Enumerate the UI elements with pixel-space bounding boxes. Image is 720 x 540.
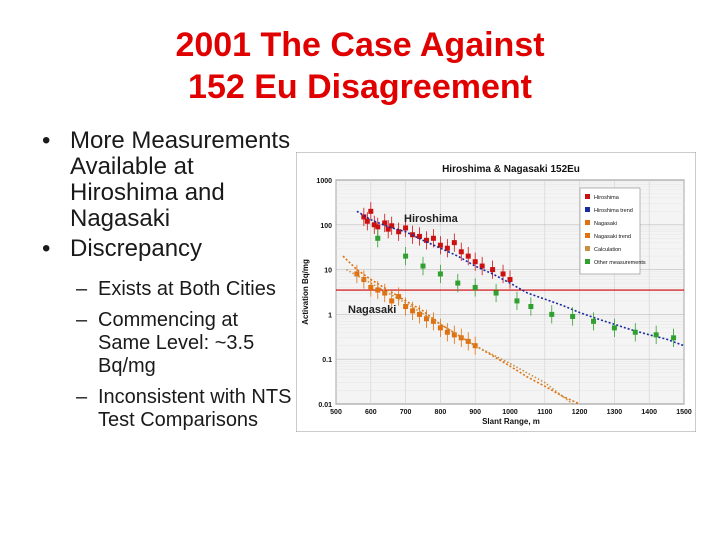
x-tick-label: 800 bbox=[435, 409, 447, 416]
y-axis-label: Activation Bq/mg bbox=[301, 259, 310, 325]
x-axis-label: Slant Range, m bbox=[482, 417, 540, 426]
legend-label: Nagasaki bbox=[594, 221, 617, 227]
legend-swatch bbox=[585, 194, 590, 199]
x-tick-label: 1500 bbox=[676, 409, 692, 416]
sub-bullet-text: Commencing at Same Level: ~3.5 Bq/mg bbox=[98, 309, 255, 377]
x-tick-label: 1300 bbox=[607, 409, 623, 416]
sub-bullet-text: Inconsistent with NTS Test Comparisons bbox=[98, 386, 292, 431]
legend-swatch bbox=[585, 207, 590, 212]
annotation-hiroshima: Hiroshima bbox=[404, 213, 459, 225]
title-line-1: 2001 The Case Against bbox=[175, 26, 545, 64]
bullet-text: Discrepancy bbox=[70, 235, 203, 262]
y-tick-label: 0.01 bbox=[318, 402, 332, 409]
x-tick-label: 700 bbox=[400, 409, 412, 416]
sub-bullet-list: – Exists at Both Cities – Commencing at … bbox=[18, 278, 293, 432]
x-tick-label: 1100 bbox=[537, 409, 552, 416]
legend-swatch bbox=[585, 220, 590, 225]
legend-label: Nagasaki trend bbox=[594, 234, 631, 240]
bullet-dot: • bbox=[42, 127, 51, 154]
series-line bbox=[346, 268, 574, 405]
x-tick-label: 1200 bbox=[572, 409, 588, 416]
bullet-list: • More Measurements Available at Hiroshi… bbox=[18, 128, 293, 432]
sub-bullet-item: – Exists at Both Cities bbox=[18, 278, 293, 301]
x-tick-label: 1400 bbox=[641, 409, 657, 416]
legend-swatch bbox=[585, 233, 590, 238]
legend-swatch bbox=[585, 246, 590, 251]
legend-swatch bbox=[585, 259, 590, 264]
sub-bullet-text: Exists at Both Cities bbox=[98, 278, 276, 300]
sub-bullet-item: – Commencing at Same Level: ~3.5 Bq/mg bbox=[18, 309, 293, 378]
y-tick-label: 1 bbox=[328, 312, 332, 319]
sub-bullet-item: – Inconsistent with NTS Test Comparisons bbox=[18, 386, 293, 432]
y-tick-label: 100 bbox=[320, 223, 332, 230]
y-tick-label: 1000 bbox=[316, 178, 332, 185]
sub-bullet-dash: – bbox=[76, 278, 88, 300]
bullet-dot: • bbox=[42, 235, 51, 262]
sub-bullet-dash: – bbox=[76, 309, 88, 331]
slide-title: 2001 The Case Against 152 Eu Disagreemen… bbox=[0, 24, 720, 108]
annotation-nagasaki: Nagasaki bbox=[348, 304, 396, 316]
bullet-item: • Discrepancy bbox=[18, 236, 293, 262]
x-tick-label: 1000 bbox=[502, 409, 518, 416]
x-tick-label: 900 bbox=[469, 409, 481, 416]
title-line-2: 152 Eu Disagreement bbox=[188, 68, 532, 106]
chart: Hiroshima & Nagasaki 152Eu Slant Range, … bbox=[296, 152, 696, 432]
y-tick-label: 10 bbox=[324, 268, 332, 275]
legend-label: Hiroshima bbox=[594, 195, 620, 201]
sub-bullet-dash: – bbox=[76, 386, 88, 408]
series-line bbox=[356, 210, 685, 347]
legend-label: Calculation bbox=[594, 247, 621, 253]
x-tick-label: 600 bbox=[365, 409, 377, 416]
legend-label: Hiroshima trend bbox=[594, 208, 633, 214]
chart-title: Hiroshima & Nagasaki 152Eu bbox=[442, 164, 580, 175]
x-tick-label: 500 bbox=[330, 409, 342, 416]
bullet-text: More Measurements Available at Hiroshima… bbox=[70, 127, 291, 232]
bullet-item: • More Measurements Available at Hiroshi… bbox=[18, 128, 293, 232]
y-tick-label: 0.1 bbox=[322, 357, 332, 364]
legend-label: Other measurements bbox=[594, 260, 646, 266]
